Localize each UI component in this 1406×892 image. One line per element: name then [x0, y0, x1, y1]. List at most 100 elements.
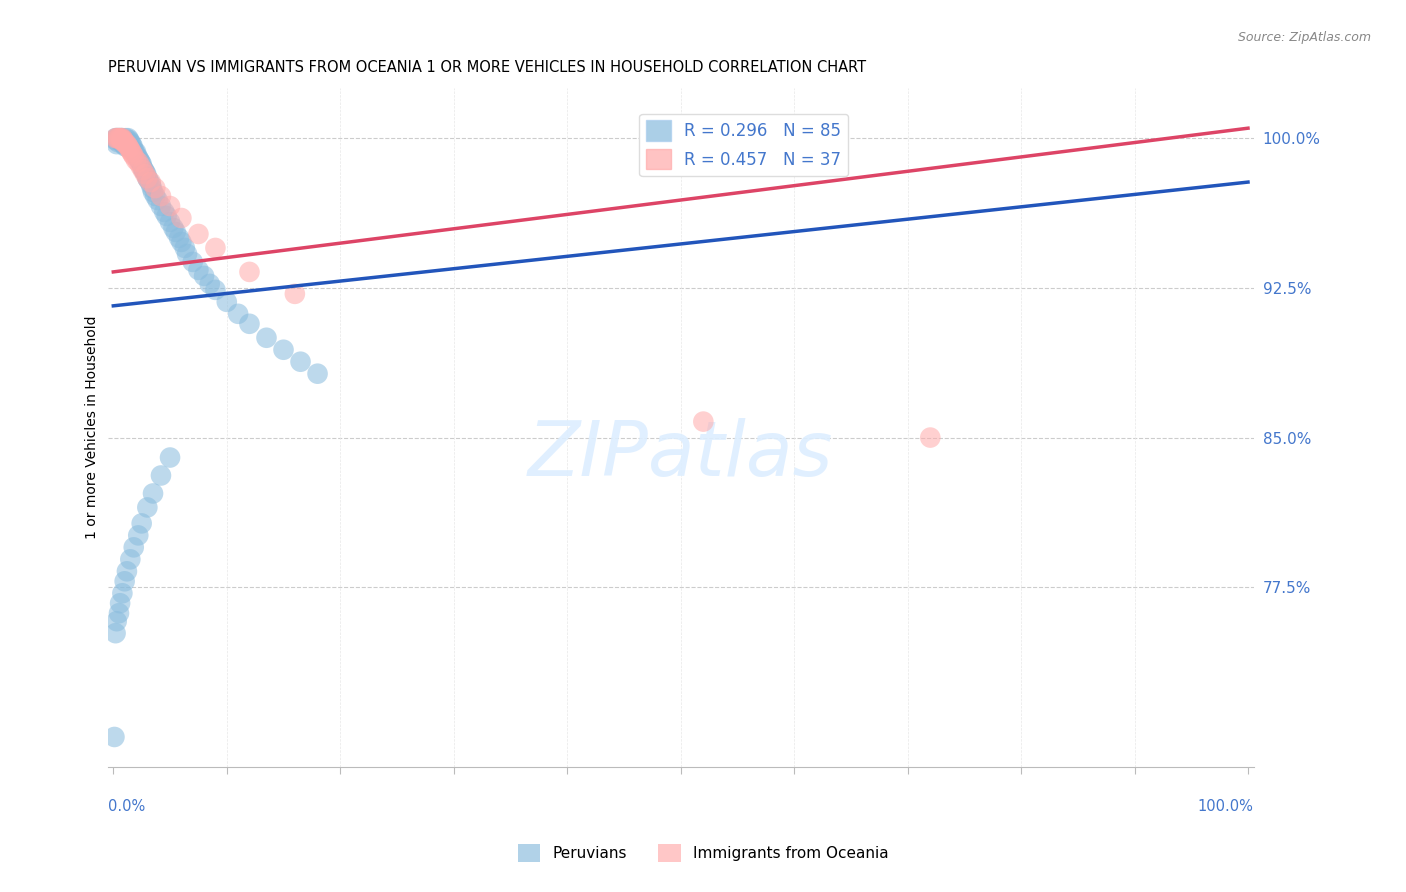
- Point: [132, 161, 155, 175]
- Point: [143, 181, 166, 195]
- Point: [107, 131, 129, 145]
- Point: [198, 277, 221, 291]
- Point: [159, 215, 181, 229]
- Point: [132, 163, 155, 178]
- Point: [112, 135, 135, 149]
- Point: [121, 147, 143, 161]
- Point: [290, 355, 312, 369]
- Point: [120, 143, 142, 157]
- Point: [108, 131, 131, 145]
- Legend: Peruvians, Immigrants from Oceania: Peruvians, Immigrants from Oceania: [512, 838, 894, 868]
- Point: [115, 137, 138, 152]
- Point: [193, 268, 215, 283]
- Point: [176, 247, 198, 261]
- Point: [104, 131, 127, 145]
- Point: [136, 171, 159, 186]
- Point: [181, 255, 204, 269]
- Point: [127, 528, 149, 542]
- Point: [127, 155, 149, 169]
- Point: [110, 131, 132, 145]
- Y-axis label: 1 or more Vehicles in Household: 1 or more Vehicles in Household: [86, 316, 100, 540]
- Point: [110, 131, 132, 145]
- Point: [104, 131, 127, 145]
- Point: [111, 133, 134, 147]
- Point: [108, 596, 131, 610]
- Point: [307, 367, 329, 381]
- Point: [121, 139, 143, 153]
- Point: [108, 606, 131, 620]
- Point: [187, 227, 209, 241]
- Point: [114, 135, 136, 149]
- Point: [127, 149, 149, 163]
- Point: [105, 131, 128, 145]
- Point: [129, 159, 152, 173]
- Point: [121, 137, 143, 152]
- Point: [920, 431, 942, 445]
- Point: [131, 157, 153, 171]
- Point: [107, 135, 129, 149]
- Point: [127, 151, 149, 165]
- Point: [114, 137, 136, 152]
- Point: [146, 193, 169, 207]
- Point: [120, 552, 142, 566]
- Point: [105, 131, 128, 145]
- Point: [238, 265, 260, 279]
- Point: [142, 486, 165, 500]
- Point: [117, 131, 139, 145]
- Text: 100.0%: 100.0%: [1198, 799, 1254, 814]
- Point: [114, 139, 136, 153]
- Point: [187, 263, 209, 277]
- Point: [165, 225, 187, 239]
- Point: [107, 131, 129, 145]
- Point: [162, 221, 184, 235]
- Point: [170, 235, 193, 249]
- Point: [112, 133, 135, 147]
- Point: [256, 331, 278, 345]
- Point: [108, 131, 131, 145]
- Point: [118, 133, 141, 147]
- Point: [204, 283, 226, 297]
- Point: [149, 199, 172, 213]
- Point: [105, 137, 128, 152]
- Point: [111, 586, 134, 600]
- Point: [108, 131, 131, 145]
- Point: [125, 153, 148, 168]
- Point: [173, 241, 195, 255]
- Point: [114, 574, 136, 589]
- Point: [110, 133, 132, 147]
- Point: [114, 131, 136, 145]
- Point: [122, 149, 145, 163]
- Point: [134, 167, 156, 181]
- Point: [121, 145, 143, 160]
- Point: [128, 153, 150, 168]
- Point: [108, 133, 131, 147]
- Point: [125, 145, 148, 160]
- Point: [129, 155, 152, 169]
- Point: [238, 317, 260, 331]
- Point: [112, 137, 135, 152]
- Point: [141, 181, 163, 195]
- Point: [108, 131, 131, 145]
- Point: [132, 163, 155, 178]
- Point: [273, 343, 295, 357]
- Point: [103, 730, 125, 744]
- Point: [124, 145, 146, 160]
- Point: [138, 173, 160, 187]
- Point: [226, 307, 249, 321]
- Point: [111, 131, 134, 145]
- Point: [149, 189, 172, 203]
- Point: [117, 139, 139, 153]
- Point: [104, 626, 127, 640]
- Text: ZIPatlas: ZIPatlas: [529, 417, 834, 491]
- Point: [136, 171, 159, 186]
- Point: [115, 564, 138, 578]
- Text: PERUVIAN VS IMMIGRANTS FROM OCEANIA 1 OR MORE VEHICLES IN HOUSEHOLD CORRELATION : PERUVIAN VS IMMIGRANTS FROM OCEANIA 1 OR…: [108, 60, 866, 75]
- Point: [118, 141, 141, 155]
- Point: [114, 133, 136, 147]
- Text: Source: ZipAtlas.com: Source: ZipAtlas.com: [1237, 31, 1371, 45]
- Point: [105, 614, 128, 628]
- Point: [159, 199, 181, 213]
- Point: [149, 468, 172, 483]
- Point: [131, 516, 153, 531]
- Text: 0.0%: 0.0%: [108, 799, 145, 814]
